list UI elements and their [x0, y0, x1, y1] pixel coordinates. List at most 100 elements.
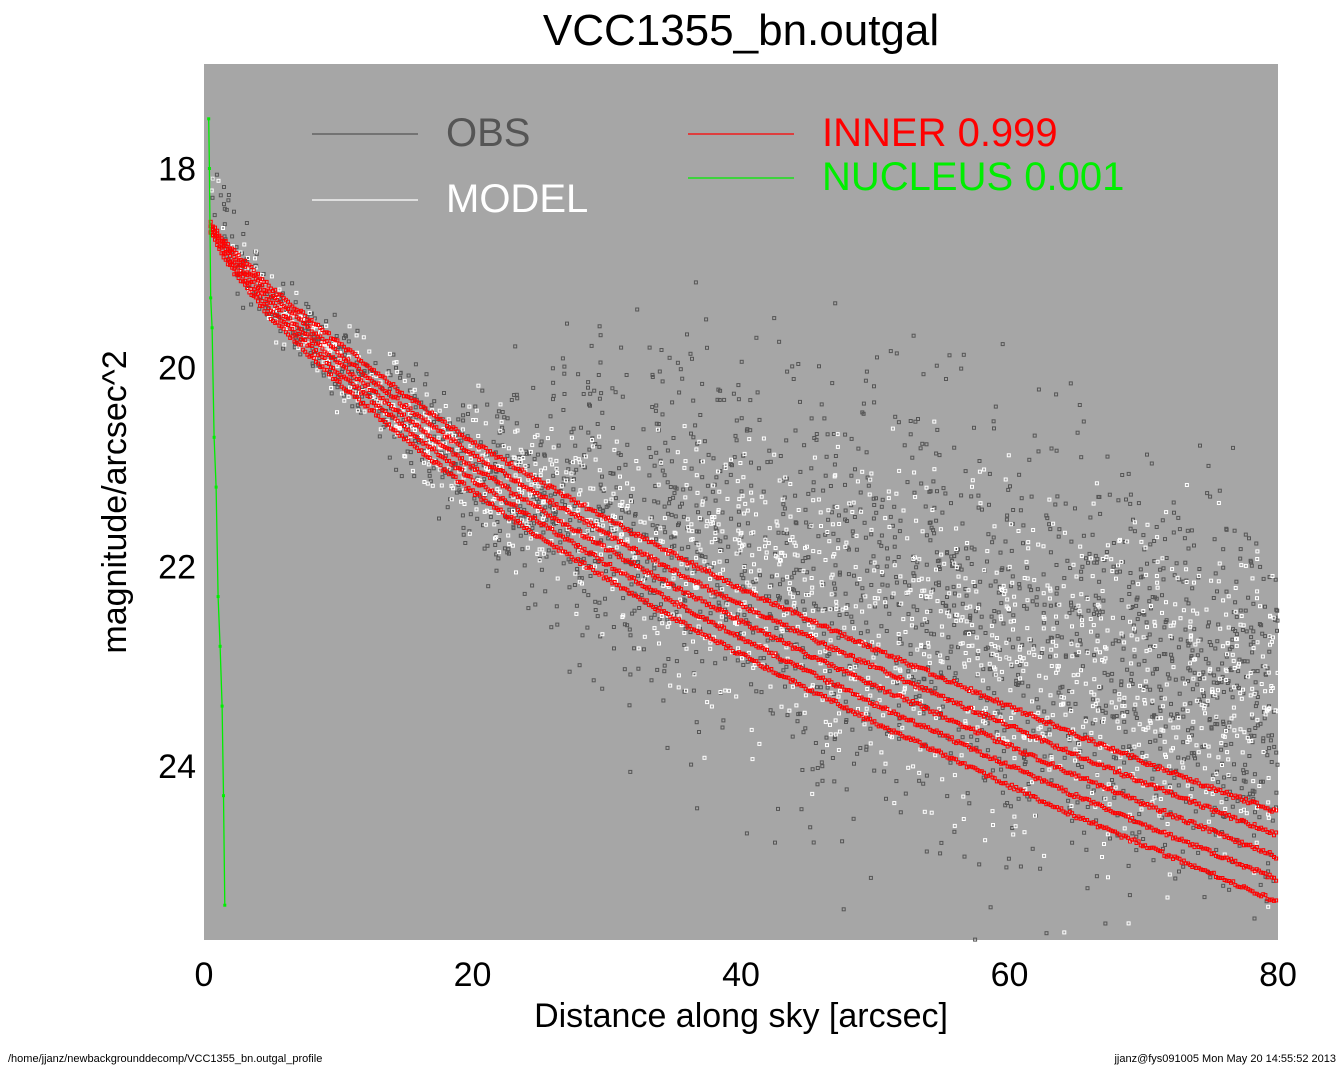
model-point [422, 460, 426, 465]
inner-point [346, 357, 351, 362]
model-point [1168, 718, 1173, 723]
obs-point [628, 494, 633, 498]
obs-point [581, 392, 586, 396]
inner-point [378, 406, 383, 410]
inner-point [490, 488, 495, 493]
obs-point [1215, 589, 1219, 594]
obs-point [1124, 497, 1128, 502]
model-point [834, 603, 839, 608]
model-point [1162, 696, 1167, 701]
model-point [1013, 824, 1018, 829]
inner-point [397, 433, 402, 438]
inner-point [545, 526, 550, 531]
model-point [683, 495, 688, 500]
model-point [1024, 662, 1029, 667]
model-point [1221, 733, 1226, 738]
obs-point [1246, 595, 1251, 600]
inner-point [329, 372, 333, 377]
obs-point [1054, 591, 1059, 596]
inner-point [593, 523, 598, 528]
model-point [1073, 758, 1077, 763]
model-point [710, 517, 715, 522]
obs-point [1128, 501, 1133, 506]
model-point [367, 349, 372, 354]
model-point [392, 360, 397, 365]
model-point [559, 483, 564, 488]
inner-point [260, 299, 265, 304]
inner-point [311, 337, 316, 342]
obs-point [1142, 658, 1147, 663]
obs-point [1095, 633, 1100, 638]
model-point [867, 492, 872, 497]
obs-point [819, 402, 824, 407]
obs-point [880, 582, 885, 587]
inner-point [266, 311, 271, 316]
model-point [807, 622, 812, 627]
model-point [738, 461, 743, 465]
obs-point [1137, 812, 1142, 817]
inner-point [509, 460, 514, 465]
obs-point [612, 646, 616, 651]
model-point [1042, 853, 1047, 858]
obs-point [1183, 627, 1188, 632]
obs-point [1227, 720, 1232, 725]
model-point [1202, 703, 1207, 708]
inner-point [698, 581, 703, 586]
inner-point [268, 300, 273, 305]
obs-point [736, 397, 741, 402]
model-point [1249, 738, 1254, 743]
obs-point [1181, 714, 1186, 719]
inner-point [646, 585, 651, 590]
model-point [1007, 607, 1011, 612]
obs-point [1216, 780, 1221, 785]
obs-point [571, 487, 576, 492]
obs-point [1021, 523, 1026, 528]
obs-point [566, 557, 571, 562]
inner-point [666, 551, 671, 556]
obs-point [879, 533, 884, 538]
obs-point [1144, 684, 1149, 689]
obs-point [645, 559, 650, 564]
obs-point [776, 530, 781, 535]
model-point [835, 444, 840, 449]
obs-point [947, 665, 951, 670]
obs-point [1186, 755, 1191, 760]
obs-point [903, 791, 908, 796]
inner-point [367, 394, 372, 399]
obs-point [1192, 543, 1196, 548]
obs-point [1053, 502, 1058, 507]
obs-point [281, 346, 286, 351]
model-point [551, 445, 556, 450]
model-point [702, 755, 707, 760]
obs-point [411, 378, 415, 383]
obs-point [864, 620, 869, 625]
model-point [970, 478, 975, 483]
obs-point [1258, 882, 1263, 887]
obs-point [705, 345, 709, 350]
model-point [1011, 627, 1015, 632]
inner-point [367, 388, 372, 392]
obs-point [946, 635, 951, 640]
model-point [922, 809, 927, 814]
obs-point [821, 488, 826, 493]
obs-point [908, 419, 913, 423]
inner-point [326, 372, 331, 377]
obs-point [1251, 601, 1256, 606]
inner-point [213, 233, 217, 238]
model-point [1255, 549, 1260, 554]
model-point [659, 460, 664, 465]
model-point [1032, 578, 1037, 583]
inner-point [606, 548, 611, 553]
inner-point [228, 262, 232, 267]
obs-point [586, 385, 590, 390]
obs-point [539, 567, 544, 572]
inner-point [614, 552, 619, 557]
inner-point [372, 368, 376, 373]
model-point [1192, 580, 1196, 585]
obs-point [1206, 620, 1211, 625]
inner-point [258, 287, 263, 292]
inner-point [268, 286, 273, 291]
model-point [1194, 743, 1199, 748]
model-point [906, 590, 911, 595]
inner-point [311, 355, 316, 360]
